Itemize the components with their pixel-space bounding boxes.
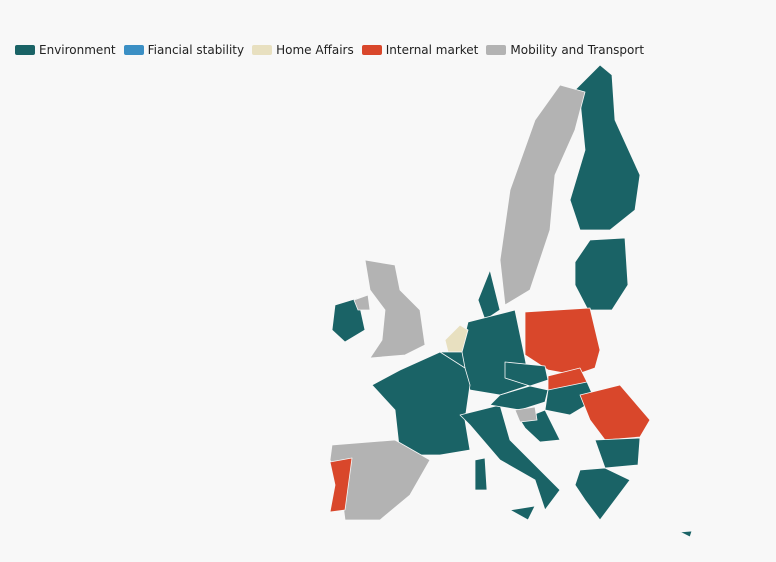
legend-item[interactable]: Internal market bbox=[361, 43, 479, 57]
legend-swatch bbox=[486, 45, 507, 55]
legend-label: Internal market bbox=[385, 43, 479, 57]
region bbox=[544, 381, 596, 416]
region bbox=[579, 384, 651, 441]
legend-label: Fiancial stability bbox=[147, 43, 245, 57]
legend-label: Environment bbox=[39, 43, 116, 57]
region bbox=[489, 385, 549, 411]
legend-item[interactable]: Mobility and Transport bbox=[486, 43, 644, 57]
region bbox=[524, 307, 601, 376]
legend-swatch bbox=[252, 45, 273, 55]
region bbox=[594, 437, 641, 469]
legend-swatch bbox=[15, 45, 35, 55]
region bbox=[509, 505, 536, 521]
region bbox=[459, 404, 561, 511]
legend-swatch bbox=[361, 45, 382, 55]
region bbox=[499, 84, 586, 306]
region bbox=[474, 457, 488, 491]
region bbox=[504, 361, 549, 387]
legend-swatch bbox=[123, 45, 144, 55]
region bbox=[514, 406, 538, 423]
region bbox=[569, 64, 641, 231]
legend-item[interactable]: Home Affairs bbox=[252, 43, 354, 57]
region bbox=[371, 351, 471, 456]
legend-item[interactable]: Fiancial stability bbox=[123, 43, 245, 57]
region bbox=[353, 294, 371, 311]
legend: Environment Fiancial stability Home Affair… bbox=[15, 43, 644, 57]
region bbox=[331, 297, 366, 343]
region bbox=[364, 259, 426, 359]
region bbox=[477, 269, 501, 321]
region bbox=[444, 324, 469, 353]
region bbox=[679, 530, 693, 538]
legend-item[interactable]: Environment bbox=[15, 43, 116, 57]
region bbox=[329, 457, 353, 513]
legend-label: Mobility and Transport bbox=[510, 43, 645, 57]
legend-label: Home Affairs bbox=[276, 43, 354, 57]
region bbox=[574, 237, 629, 311]
region bbox=[574, 467, 631, 521]
